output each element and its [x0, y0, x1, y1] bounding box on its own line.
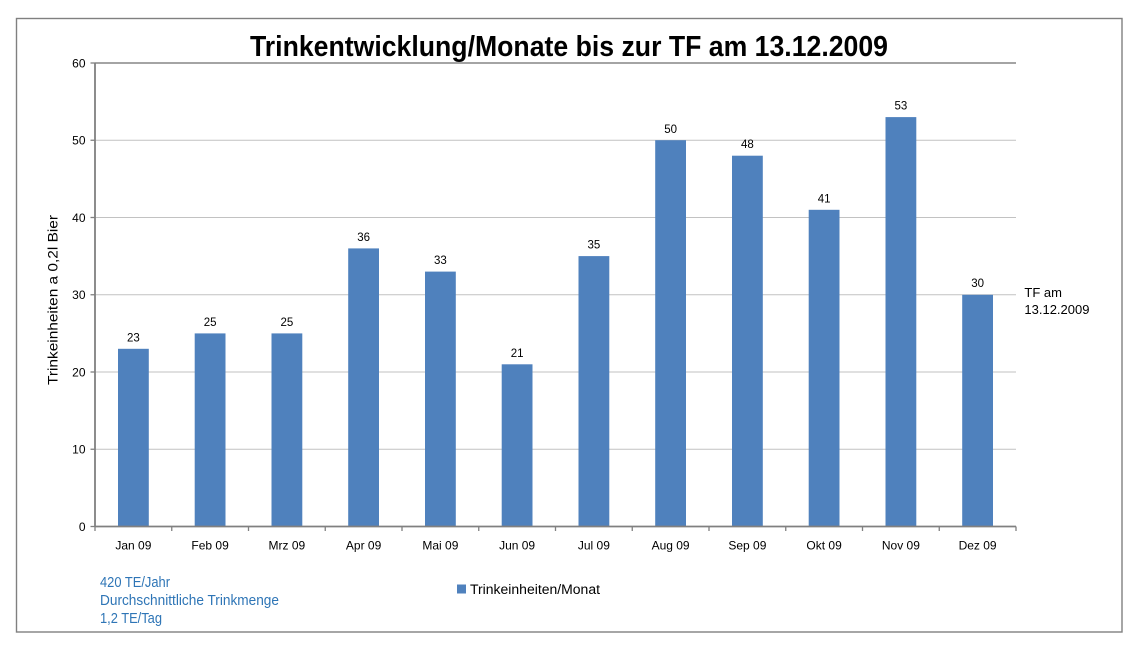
svg-text:1,2 TE/Tag: 1,2 TE/Tag	[100, 611, 162, 627]
svg-text:Jul 09: Jul 09	[578, 539, 610, 553]
svg-text:40: 40	[72, 211, 86, 225]
svg-text:35: 35	[588, 240, 601, 252]
svg-text:Trinkentwicklung/Monate bis zu: Trinkentwicklung/Monate bis zur TF am 13…	[250, 31, 888, 63]
svg-text:50: 50	[72, 134, 86, 148]
svg-text:Apr 09: Apr 09	[346, 539, 382, 553]
svg-text:TF am: TF am	[1024, 285, 1062, 300]
svg-text:Jan 09: Jan 09	[115, 539, 151, 553]
svg-text:Sep 09: Sep 09	[728, 539, 766, 553]
svg-text:Dez 09: Dez 09	[959, 539, 997, 553]
svg-text:48: 48	[741, 139, 754, 151]
svg-text:Okt 09: Okt 09	[806, 539, 842, 553]
svg-text:53: 53	[895, 101, 908, 113]
svg-text:420 TE/Jahr: 420 TE/Jahr	[100, 575, 170, 591]
svg-text:Aug 09: Aug 09	[652, 539, 690, 553]
svg-text:36: 36	[357, 232, 370, 244]
svg-text:Mai 09: Mai 09	[422, 539, 458, 553]
svg-text:33: 33	[434, 255, 447, 267]
svg-text:50: 50	[664, 124, 677, 136]
svg-text:25: 25	[204, 317, 217, 329]
svg-text:Jun 09: Jun 09	[499, 539, 535, 553]
svg-text:20: 20	[72, 365, 86, 379]
svg-text:Trinkeinheiten/Monat: Trinkeinheiten/Monat	[470, 582, 600, 597]
svg-text:60: 60	[72, 56, 86, 70]
svg-text:13.12.2009: 13.12.2009	[1024, 302, 1089, 317]
svg-text:Nov 09: Nov 09	[882, 539, 920, 553]
svg-text:Mrz 09: Mrz 09	[269, 539, 306, 553]
svg-text:30: 30	[72, 288, 86, 302]
svg-text:10: 10	[72, 443, 86, 457]
svg-text:Feb 09: Feb 09	[191, 539, 229, 553]
svg-text:Trinkeinheiten a 0,2l Bier: Trinkeinheiten a 0,2l Bier	[46, 214, 61, 385]
svg-text:25: 25	[281, 317, 294, 329]
svg-text:41: 41	[818, 193, 831, 205]
svg-text:0: 0	[79, 520, 86, 534]
svg-text:Durchschnittliche Trinkmenge: Durchschnittliche Trinkmenge	[100, 593, 279, 609]
svg-text:21: 21	[511, 348, 524, 360]
svg-text:30: 30	[971, 278, 984, 290]
svg-text:23: 23	[127, 332, 140, 344]
